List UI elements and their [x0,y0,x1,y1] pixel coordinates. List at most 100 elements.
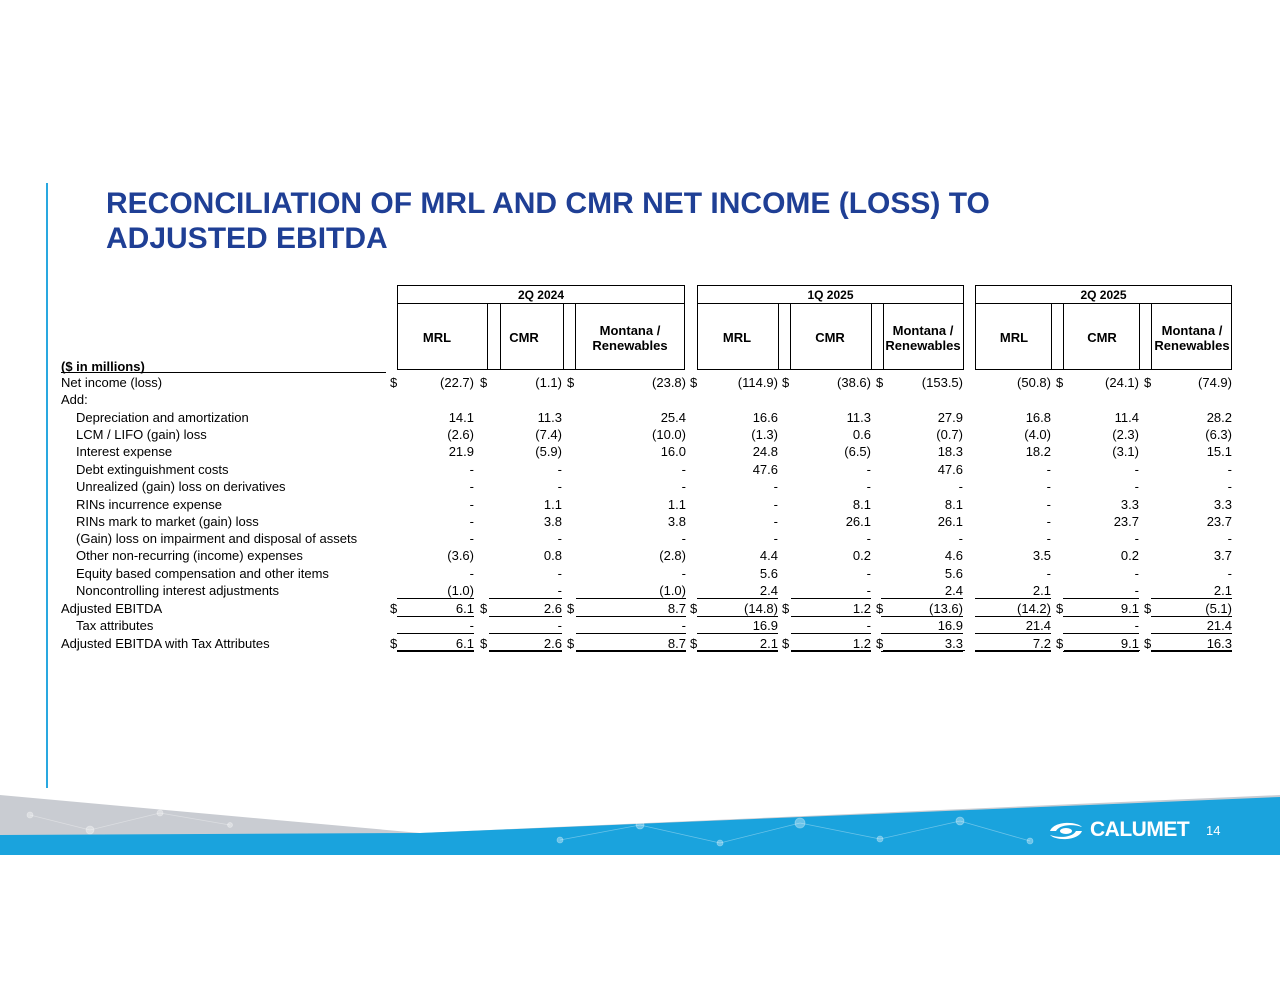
table-cell: - [469,531,474,546]
table-cell: - [557,479,562,494]
column-group-title: 1Q 2025 [807,288,854,302]
grand-total-underline [576,650,686,651]
table-cell: 11.4 [1114,410,1139,425]
total-underline [489,616,562,617]
table-cell: - [469,566,474,581]
table-cell: 18.3 [937,444,963,459]
total-underline [697,633,778,634]
table-cell: - [557,583,562,598]
currency-symbol: $ [1144,375,1152,390]
column-header: Montana / [599,323,661,338]
table-cell: - [681,618,686,633]
currency-symbol: $ [1056,636,1064,651]
currency-symbol: $ [480,375,488,390]
total-underline [881,651,963,652]
column-separator [1051,303,1052,369]
row-label: Equity based compensation and other item… [76,566,329,581]
total-underline [397,651,474,652]
total-underline [975,651,1051,652]
row-label: Adjusted EBITDA [61,601,163,616]
total-underline [791,633,871,634]
total-underline [1063,633,1139,634]
row-label: RINs incurrence expense [76,497,222,512]
table-cell: - [1046,531,1051,546]
total-underline [1063,616,1139,617]
table-cell: - [866,479,871,494]
table-cell: (3.1) [1112,444,1139,459]
column-header: Montana / [892,323,954,338]
table-cell: 4.4 [759,548,778,563]
column-separator [883,303,884,369]
column-header: Renewables [1154,338,1230,353]
table-cell: - [773,497,778,512]
total-underline [697,651,778,652]
reconciliation-table: 2Q 2024 MRL CMR Montana / Renewables 1Q 2025 M… [61,285,1232,652]
currency-symbol: $ [390,375,398,390]
footer-band [0,795,1280,855]
table-cell: (5.9) [535,444,562,459]
currency-symbol: $ [782,601,790,616]
table-cell: 26.1 [845,514,871,529]
table-cell: 18.2 [1025,444,1051,459]
currency-symbol: $ [1056,375,1064,390]
column-group-box [697,285,964,370]
table-cell: 16.9 [937,618,963,633]
currency-symbol: $ [876,601,884,616]
column-group-box [975,285,1232,370]
column-separator [1139,303,1140,369]
table-cell: 6.1 [455,601,474,616]
column-group-title: 2Q 2025 [1080,288,1127,302]
table-cell: (13.6) [929,601,963,616]
table-cell: (1.0) [659,583,686,598]
calumet-logo: CALUMET [1090,818,1190,841]
table-cell: 16.3 [1206,636,1232,651]
table-cell: - [1227,479,1232,494]
table-cell: - [469,618,474,633]
table-cell: 8.7 [667,636,686,651]
table-cell: 8.1 [852,497,871,512]
total-underline [791,598,871,599]
table-cell: 9.1 [1120,601,1139,616]
table-cell: 3.8 [667,514,686,529]
table-cell: (23.8) [652,375,686,390]
table-cell: - [1046,566,1051,581]
column-separator [487,303,488,369]
table-cell: - [773,479,778,494]
column-header: MRL [422,330,452,345]
table-cell: 4.6 [944,548,963,563]
table-cell: 2.1 [1213,583,1232,598]
grand-total-underline [1064,650,1140,651]
total-underline [975,598,1051,599]
table-cell: - [1134,583,1139,598]
table-cell: 25.4 [660,410,686,425]
total-underline [489,633,562,634]
table-cell: 3.3 [944,636,963,651]
total-underline [576,633,686,634]
row-label: Interest expense [76,444,173,459]
table-cell: (24.1) [1105,375,1139,390]
total-underline [397,633,474,634]
row-label: (Gain) loss on impairment and disposal o… [76,531,358,546]
currency-symbol: $ [690,375,698,390]
table-cell: 8.7 [667,601,686,616]
currency-symbol: $ [690,601,698,616]
table-cell: 23.7 [1206,514,1232,529]
column-header: MRL [999,330,1029,345]
column-separator [790,303,791,369]
column-separator [1151,303,1152,369]
table-cell: - [773,514,778,529]
table-cell: - [1134,566,1139,581]
table-cell: 3.3 [1120,497,1139,512]
table-cell: (50.8) [1017,375,1051,390]
total-underline [1151,598,1232,599]
table-cell: 1.1 [667,497,686,512]
total-underline [791,616,871,617]
table-cell: 6.1 [455,636,474,651]
table-cell: 26.1 [937,514,963,529]
table-cell: - [866,531,871,546]
table-cell: (22.7) [440,375,474,390]
currency-symbol: $ [567,636,575,651]
currency-symbol: $ [876,375,884,390]
column-header: Renewables [885,338,961,353]
left-accent-line [46,183,48,788]
